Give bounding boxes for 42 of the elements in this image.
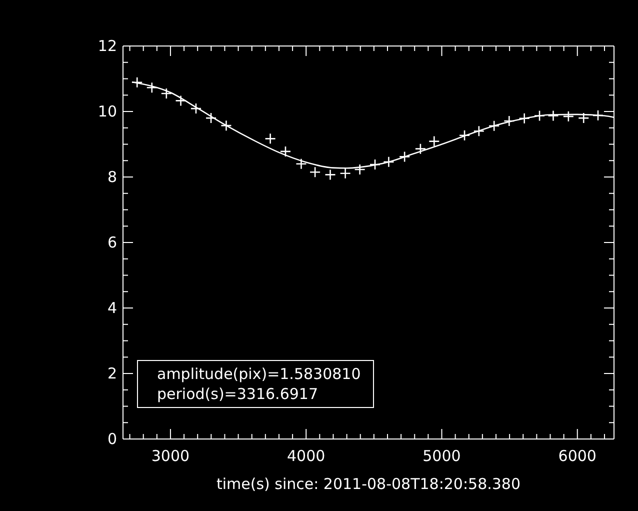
point [175, 95, 186, 106]
point [354, 164, 366, 176]
point [383, 156, 394, 168]
point [414, 143, 426, 154]
y-tick-label: 10 [98, 102, 117, 120]
point [190, 102, 202, 114]
y-tick-label: 2 [107, 364, 117, 382]
point [473, 126, 485, 137]
point [205, 112, 217, 124]
y-tick-label: 4 [107, 299, 117, 317]
y-tick-label: 6 [107, 234, 117, 252]
point [518, 112, 530, 124]
x-tick-label: 6000 [558, 447, 596, 465]
point [534, 110, 546, 122]
point [160, 88, 172, 100]
point [264, 133, 276, 144]
point [309, 166, 321, 178]
y-tick-label: 12 [98, 37, 117, 55]
x-tick-label: 5000 [422, 447, 461, 465]
annotation: amplitude(pix)=1.5830810 [157, 364, 361, 384]
y-tick-label: 0 [107, 430, 117, 448]
point [578, 112, 590, 124]
point [220, 120, 232, 132]
point [592, 110, 604, 122]
point [296, 158, 307, 170]
point [428, 136, 440, 147]
x-tick-label: 3000 [151, 447, 190, 465]
point [340, 168, 351, 180]
point [504, 115, 515, 127]
y-tick-label: 8 [107, 168, 117, 186]
point [562, 110, 574, 122]
x-tick-label: 4000 [287, 447, 326, 465]
point [280, 146, 292, 158]
point [548, 110, 559, 122]
point [458, 130, 470, 142]
point [398, 151, 410, 162]
point [146, 82, 158, 94]
x-axis-title: time(s) since: 2011-08-08T18:20:58.380 [216, 475, 521, 493]
point [369, 158, 381, 170]
point [488, 120, 500, 132]
point [324, 169, 336, 180]
annotation: period(s)=3316.6917 [157, 384, 319, 404]
